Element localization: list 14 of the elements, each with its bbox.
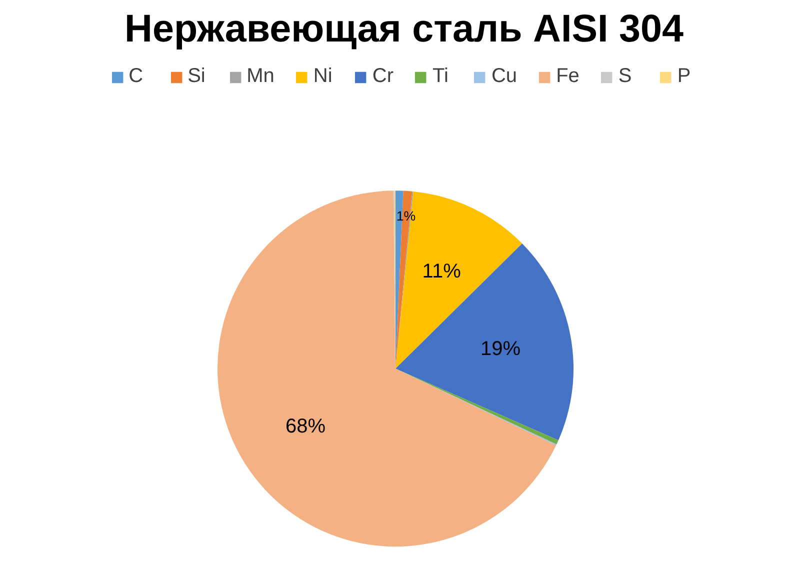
data-label: 11% (422, 260, 462, 282)
legend-label: S (618, 65, 633, 88)
legend-label: Fe (556, 65, 580, 88)
legend-label: Cu (491, 65, 518, 88)
legend-label: Ni (313, 65, 334, 88)
data-label: 19% (480, 338, 521, 360)
legend-label: Cr (372, 65, 394, 88)
legend-label: Mn (246, 65, 274, 88)
legend-label: Si (188, 65, 206, 88)
legend-label: C (128, 65, 144, 88)
legend-label: P (677, 65, 692, 88)
chart-title: Нержавеющая сталь AISI 304 (124, 8, 684, 50)
legend-label: Ti (432, 65, 450, 88)
data-label: 68% (285, 416, 326, 438)
